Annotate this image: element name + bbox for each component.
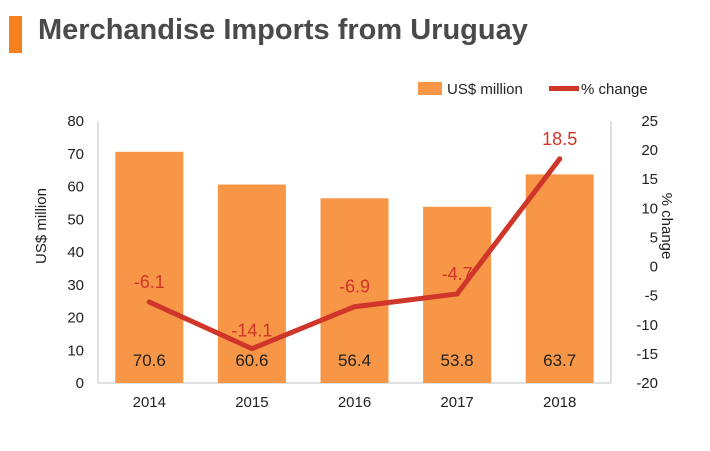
- change-value-label: -14.1: [231, 321, 272, 341]
- change-point: [352, 304, 357, 310]
- line-layer: [146, 156, 563, 352]
- change-point: [454, 291, 460, 297]
- y-tick-label: 10: [67, 342, 84, 359]
- change-point: [557, 156, 563, 162]
- bar-value-label: 70.6: [133, 351, 166, 370]
- y-tick-label: 20: [67, 310, 84, 327]
- change-value-label: -6.9: [339, 277, 370, 297]
- bar-value-label: 60.6: [235, 351, 268, 370]
- y-tick-label: 40: [67, 244, 84, 261]
- bars: [115, 151, 594, 383]
- y-tick-label: 30: [67, 277, 84, 294]
- change-point: [249, 346, 255, 352]
- y2-axis-label: % change: [658, 193, 675, 260]
- y2-tick-label: 15: [641, 171, 658, 188]
- y2-tick-label: -15: [636, 346, 658, 363]
- y-tick-label: 70: [67, 146, 84, 163]
- bar-value-label: 56.4: [338, 351, 371, 370]
- change-point: [146, 299, 152, 305]
- y2-tick-label: 20: [641, 142, 658, 159]
- y2-tick-label: -5: [645, 288, 658, 305]
- change-value-label: -4.7: [442, 264, 473, 284]
- axes: 0 10 20 30 40 50 60 70 80 -20 -15 -10 -5 0 5 10 15 20 25 20…: [67, 113, 658, 411]
- x-tick-label: 2017: [440, 394, 473, 411]
- legend-label-line: % change: [581, 81, 648, 98]
- bar: [115, 151, 184, 383]
- chart-title: Merchandise Imports from Uruguay: [38, 14, 528, 46]
- y2-tick-label: 10: [641, 200, 658, 217]
- y-axis-label: US$ million: [33, 188, 50, 264]
- bar-value-label: 63.7: [543, 351, 576, 370]
- y2-tick-label: -10: [636, 317, 658, 334]
- labels: 70.6 60.6 56.4 53.8 63.7 -6.1 -14.1 -6.9 -4.7 18.…: [133, 129, 577, 370]
- y-tick-label: 60: [67, 179, 84, 196]
- y-tick-label: 0: [76, 375, 84, 392]
- y2-tick-label: -20: [636, 375, 658, 392]
- change-value-label: -6.1: [134, 272, 165, 292]
- bar: [525, 174, 594, 383]
- y2-tick-label: 5: [650, 229, 658, 246]
- x-tick-label: 2018: [543, 394, 576, 411]
- x-tick-label: 2014: [133, 394, 166, 411]
- legend-swatch-bar: [418, 82, 442, 95]
- y2-tick-label: 0: [650, 259, 658, 276]
- legend-label-bar: US$ million: [447, 81, 523, 98]
- y2-tick-label: 25: [641, 113, 658, 130]
- change-value-label: 18.5: [542, 129, 577, 149]
- x-tick-label: 2016: [338, 394, 371, 411]
- title-accent-bar: [9, 16, 22, 53]
- bar: [320, 198, 389, 383]
- bar-value-label: 53.8: [441, 351, 474, 370]
- x-tick-label: 2015: [235, 394, 268, 411]
- legend: US$ million % change: [418, 81, 648, 98]
- y-tick-label: 80: [67, 113, 84, 130]
- y-tick-label: 50: [67, 211, 84, 228]
